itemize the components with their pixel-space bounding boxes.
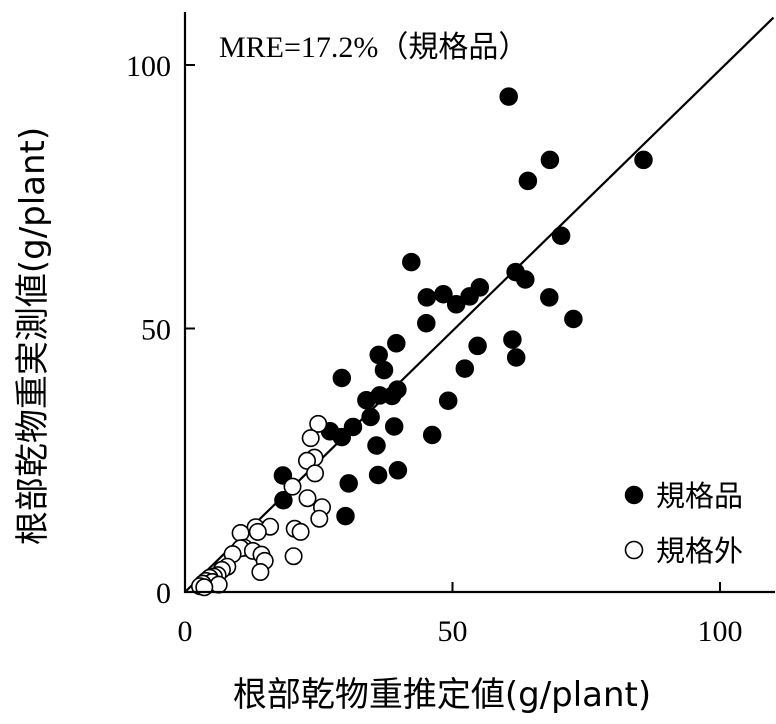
data-point-standard bbox=[374, 360, 394, 380]
data-point-standard bbox=[369, 345, 388, 365]
data-point-standard bbox=[402, 252, 421, 272]
legend-label-standard: 規格品 bbox=[656, 479, 743, 513]
data-point-standard bbox=[503, 330, 522, 349]
data-point-standard bbox=[422, 425, 442, 445]
y-tick-label: 50 bbox=[141, 314, 171, 347]
data-point-standard bbox=[446, 295, 466, 314]
x-tick-label: 0 bbox=[178, 615, 193, 648]
x-tick-label: 50 bbox=[438, 615, 468, 648]
data-point-standard bbox=[387, 334, 406, 353]
data-point-standard bbox=[455, 359, 475, 378]
data-point-standard bbox=[564, 309, 583, 329]
data-point-standard bbox=[382, 386, 402, 406]
data-point-nonstandard bbox=[310, 509, 329, 528]
legend-marker-standard bbox=[624, 485, 644, 505]
data-point-nonstandard bbox=[251, 562, 270, 581]
legend-marker-nonstandard bbox=[624, 540, 644, 560]
data-point-standard bbox=[339, 474, 358, 493]
data-point-standard bbox=[417, 288, 437, 307]
data-point-standard bbox=[438, 391, 458, 410]
data-point-standard bbox=[361, 407, 380, 427]
y-tick-label: 0 bbox=[156, 577, 171, 610]
x-tick-label: 100 bbox=[698, 615, 743, 648]
data-point-standard bbox=[384, 417, 404, 436]
data-point-standard bbox=[368, 465, 388, 485]
data-point-standard bbox=[540, 288, 559, 307]
data-point-nonstandard bbox=[309, 414, 328, 433]
data-point-nonstandard bbox=[283, 477, 302, 496]
legend-label-nonstandard: 規格外 bbox=[656, 534, 743, 568]
data-point-standard bbox=[417, 313, 436, 333]
data-point-nonstandard bbox=[209, 575, 228, 594]
data-point-standard bbox=[518, 171, 538, 191]
x-axis-title: 根部乾物重推定値(g/plant) bbox=[233, 675, 651, 715]
plot-area bbox=[184, 16, 775, 597]
axes bbox=[183, 12, 775, 594]
data-point-standard bbox=[388, 461, 408, 480]
y-axis-title: 根部乾物重実測値(g/plant) bbox=[13, 127, 53, 545]
data-point-standard bbox=[634, 150, 653, 170]
data-point-standard bbox=[468, 336, 487, 356]
data-point-standard bbox=[367, 436, 386, 455]
legend: 規格品 規格外 bbox=[624, 479, 743, 568]
data-point-standard bbox=[460, 287, 479, 306]
data-point-standard bbox=[336, 506, 355, 526]
data-point-nonstandard bbox=[305, 464, 324, 483]
data-point-nonstandard bbox=[298, 489, 317, 508]
data-point-standard bbox=[499, 87, 518, 106]
data-point-nonstandard bbox=[248, 522, 267, 541]
data-point-nonstandard bbox=[231, 523, 250, 542]
data-point-standard bbox=[506, 348, 526, 367]
ticks-layer: 0 50 100 0 50 100 bbox=[126, 50, 743, 648]
points-layer bbox=[191, 87, 653, 597]
data-point-standard bbox=[551, 226, 571, 245]
y-tick-label: 100 bbox=[126, 50, 171, 83]
data-point-standard bbox=[540, 150, 560, 170]
data-point-standard bbox=[357, 390, 376, 410]
data-point-standard bbox=[516, 270, 535, 289]
mre-annotation: MRE=17.2%（規格品） bbox=[219, 31, 528, 64]
data-point-nonstandard bbox=[297, 451, 316, 470]
data-point-nonstandard bbox=[284, 547, 303, 566]
data-point-nonstandard bbox=[291, 522, 310, 541]
data-point-standard bbox=[274, 491, 293, 510]
data-point-nonstandard bbox=[301, 429, 320, 448]
data-point-standard bbox=[332, 368, 352, 388]
data-point-standard bbox=[332, 427, 352, 447]
